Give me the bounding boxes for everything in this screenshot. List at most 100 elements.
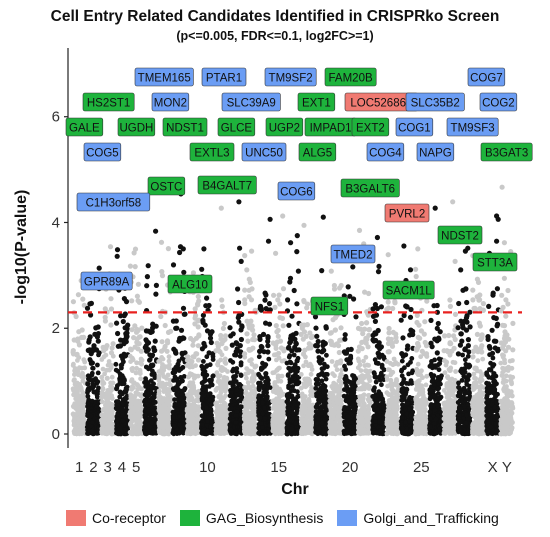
data-point xyxy=(139,357,145,363)
data-point xyxy=(343,350,350,356)
data-point xyxy=(74,385,80,391)
data-point xyxy=(273,250,279,256)
data-point xyxy=(323,324,329,330)
data-point xyxy=(370,306,376,312)
data-point xyxy=(270,340,276,346)
data-point xyxy=(327,330,333,336)
data-point xyxy=(291,287,297,294)
data-point xyxy=(193,404,199,409)
data-point xyxy=(220,325,226,331)
data-point xyxy=(261,349,267,355)
data-point xyxy=(273,431,278,437)
data-point xyxy=(114,253,120,259)
data-point xyxy=(263,320,269,326)
data-point xyxy=(117,343,123,349)
data-point xyxy=(122,353,128,359)
data-point xyxy=(95,362,100,368)
data-point xyxy=(188,431,194,437)
data-point xyxy=(195,391,201,396)
data-point xyxy=(167,377,173,383)
data-point xyxy=(166,365,172,371)
data-point xyxy=(320,347,326,353)
data-point xyxy=(121,359,126,365)
data-point xyxy=(88,312,94,318)
data-point xyxy=(173,318,179,324)
data-point xyxy=(74,351,80,357)
data-point xyxy=(363,368,368,374)
y-tick-label: 6 xyxy=(52,109,60,126)
data-point xyxy=(277,301,283,307)
data-point xyxy=(132,323,138,329)
data-point xyxy=(260,425,265,430)
data-point xyxy=(228,406,234,412)
data-point xyxy=(93,325,99,331)
data-point xyxy=(206,350,212,356)
data-point xyxy=(315,338,321,345)
data-point xyxy=(143,384,149,389)
data-point xyxy=(99,412,105,418)
data-point xyxy=(233,373,239,379)
data-point xyxy=(248,297,255,303)
data-point xyxy=(162,322,168,329)
data-point xyxy=(103,416,108,422)
data-point xyxy=(89,428,95,434)
data-point xyxy=(338,325,344,331)
data-point xyxy=(196,408,202,414)
data-point xyxy=(151,400,157,405)
data-point xyxy=(72,366,78,371)
data-point xyxy=(174,386,180,392)
data-point xyxy=(287,418,293,423)
data-point xyxy=(172,401,178,407)
data-point xyxy=(109,428,115,434)
data-point xyxy=(350,373,355,378)
data-point xyxy=(159,269,165,275)
data-point xyxy=(132,395,137,401)
data-point xyxy=(75,292,81,298)
data-point xyxy=(85,388,91,393)
data-point xyxy=(166,358,172,364)
data-point xyxy=(151,411,157,416)
data-point xyxy=(168,394,174,400)
data-point xyxy=(196,332,202,338)
data-point xyxy=(339,367,345,373)
data-point xyxy=(204,354,210,360)
data-point xyxy=(105,409,111,414)
data-point xyxy=(256,354,262,360)
data-point xyxy=(299,408,305,414)
data-point xyxy=(218,332,224,339)
data-point xyxy=(124,333,130,340)
data-point xyxy=(256,385,262,391)
data-point xyxy=(315,415,321,421)
data-point xyxy=(123,397,128,402)
data-point xyxy=(356,386,362,392)
data-point xyxy=(144,339,150,345)
data-point xyxy=(210,357,216,362)
data-point xyxy=(365,418,370,423)
data-point xyxy=(319,420,325,426)
data-point xyxy=(301,297,307,304)
data-point xyxy=(332,405,338,411)
data-point xyxy=(75,410,80,415)
data-point xyxy=(70,349,76,355)
data-point xyxy=(71,418,77,423)
data-point xyxy=(131,380,137,386)
data-point xyxy=(156,373,162,379)
data-point xyxy=(222,401,228,407)
data-point xyxy=(288,334,294,341)
data-point xyxy=(109,374,115,380)
data-point xyxy=(135,346,141,352)
data-point xyxy=(222,333,229,339)
data-point xyxy=(114,320,120,326)
data-point xyxy=(172,423,177,429)
data-point xyxy=(96,265,102,271)
data-point xyxy=(315,430,321,436)
data-point xyxy=(192,306,198,312)
data-point xyxy=(174,376,180,382)
data-point xyxy=(178,396,184,402)
data-point xyxy=(373,419,378,424)
data-point xyxy=(327,425,333,430)
data-point xyxy=(219,303,225,309)
data-point xyxy=(288,368,293,374)
data-point xyxy=(246,383,252,389)
data-point xyxy=(238,349,244,355)
